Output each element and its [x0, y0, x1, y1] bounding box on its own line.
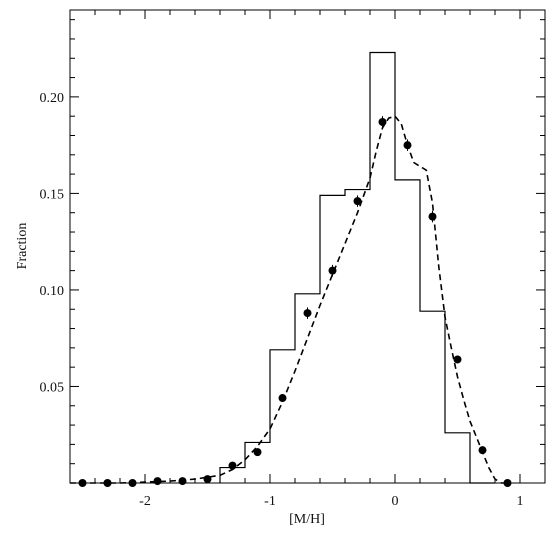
data-point [453, 355, 462, 364]
y-tick-label: 0.15 [40, 187, 65, 202]
x-tick-label: 0 [392, 494, 399, 509]
tick-labels: -2 -1 0 1 0.05 0.10 0.15 0.20 [40, 91, 524, 509]
data-point [153, 477, 162, 486]
data-point [203, 475, 212, 484]
data-point [253, 448, 262, 457]
data-point [478, 446, 487, 455]
data-point [178, 477, 187, 486]
data-point [303, 309, 312, 318]
data-point [378, 117, 387, 126]
data-point [103, 479, 112, 487]
data-point [128, 479, 137, 487]
data-point [228, 461, 237, 470]
x-tick-label: 1 [517, 494, 524, 509]
y-axis-title: Fraction [15, 223, 30, 270]
y-tick-label: 0.05 [40, 380, 65, 395]
x-tick-label: -2 [139, 494, 151, 509]
data-point [428, 212, 437, 221]
histogram-step-line [219, 51, 495, 484]
x-axis-title: [M/H] [289, 512, 325, 527]
data-points-series [78, 116, 512, 487]
data-point [353, 197, 362, 206]
data-point [503, 479, 512, 487]
dashed-model-series [70, 115, 510, 484]
dashed-model-line [70, 115, 510, 484]
histogram-series [219, 51, 495, 484]
y-tick-label: 0.20 [40, 91, 65, 106]
data-point [403, 141, 412, 150]
data-point [328, 266, 337, 275]
x-tick-label: -1 [264, 494, 276, 509]
plot-frame [69, 9, 546, 484]
axis-ticks [69, 10, 546, 483]
data-point [78, 479, 87, 487]
y-tick-label: 0.10 [40, 284, 65, 299]
data-point [278, 394, 287, 403]
